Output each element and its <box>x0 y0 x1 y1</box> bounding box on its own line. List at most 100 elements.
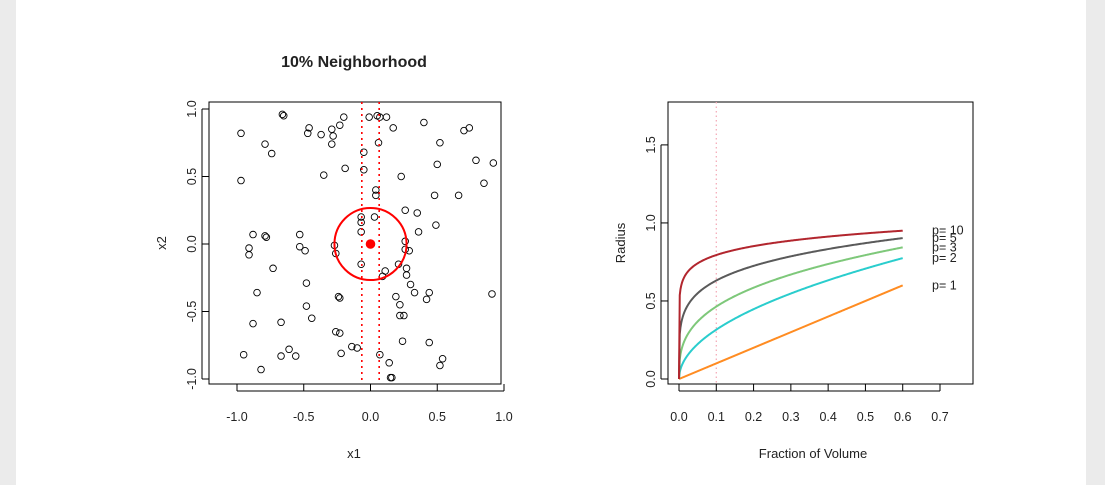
series-label: p= 10 <box>932 224 964 238</box>
scatter-point <box>320 171 328 179</box>
scatter-point <box>245 244 253 252</box>
scatter-point <box>438 355 447 363</box>
scatter-point <box>396 311 404 320</box>
right-x-axis: 0.0 0.1 0.2 0.3 0.4 0.5 0.6 0.7 <box>670 384 949 424</box>
scatter-point <box>488 290 496 298</box>
scatter-point <box>360 148 368 156</box>
scatter-point <box>360 165 368 174</box>
left-y-tick-label: 1.0 <box>185 100 199 117</box>
scatter-point <box>301 246 309 255</box>
scatter-point <box>436 361 444 370</box>
scatter-point <box>237 176 245 185</box>
scatter-point <box>340 113 348 121</box>
scatter-point <box>372 191 380 200</box>
left-y-axis: -1.0 -0.5 0.0 0.5 1.0 <box>185 100 209 390</box>
series-label: p= 2 <box>932 251 957 265</box>
target-point <box>365 239 376 249</box>
scatter-point <box>388 373 396 382</box>
scatter-point <box>328 125 336 133</box>
scatter-point <box>262 233 271 241</box>
scatter-point <box>249 319 257 328</box>
neighborhood-scatter-plot: 10% Neighborhood -1.0 -0.5 0.0 0.5 1.0 -1.0-… <box>154 54 513 461</box>
left-y-tick-label: -1.0 <box>185 368 199 390</box>
scatter-point <box>414 228 423 236</box>
right-x-tick-label: 0.4 <box>819 410 836 424</box>
scatter-point <box>389 124 397 132</box>
left-x-tick-label: 0.5 <box>429 410 446 424</box>
right-plot-frame <box>667 101 974 385</box>
scatter-point <box>402 271 411 279</box>
right-x-tick-label: 0.0 <box>670 410 687 424</box>
scatter-point <box>397 172 405 181</box>
scatter-point <box>257 365 265 374</box>
right-x-tick-label: 0.3 <box>782 410 799 424</box>
scatter-point <box>285 345 293 354</box>
left-x-axis-label: x1 <box>347 446 361 461</box>
radius-vs-volume-plot: 0.0 0.1 0.2 0.3 0.4 0.5 0.6 0.7 0.0 0.5 1.0 1.5 p=… <box>613 101 974 461</box>
scatter-point <box>422 295 431 304</box>
scatter-point <box>239 350 248 359</box>
scatter-point <box>329 132 337 140</box>
scatter-point <box>372 186 380 194</box>
series-line <box>678 237 903 380</box>
figure-panel: 10% Neighborhood -1.0 -0.5 0.0 0.5 1.0 -1.0-… <box>16 0 1086 485</box>
scatter-point <box>305 124 313 132</box>
scatter-point <box>370 213 379 221</box>
scatter-point <box>353 344 361 352</box>
right-y-axis-label: Radius <box>613 222 628 263</box>
right-y-tick-label: 0.5 <box>644 292 658 309</box>
left-y-tick-label: 0.0 <box>185 235 199 252</box>
scatter-point <box>328 140 336 148</box>
scatter-point <box>480 179 488 187</box>
scatter-point <box>337 349 345 358</box>
scatter-point <box>410 288 419 297</box>
scatter-point <box>357 260 365 269</box>
scatter-point <box>302 279 311 287</box>
right-y-axis: 0.0 0.5 1.0 1.5 <box>644 136 668 388</box>
scatter-point <box>261 232 269 240</box>
right-x-tick-label: 0.7 <box>931 410 948 424</box>
scatter-point <box>253 288 261 297</box>
scatter-point <box>317 130 325 139</box>
scatter-point <box>308 314 316 323</box>
left-y-tick-label: -0.5 <box>185 301 199 323</box>
scatter-point <box>433 160 442 169</box>
scatter-point <box>295 242 304 251</box>
scatter-point <box>278 110 287 119</box>
series-line <box>678 257 903 380</box>
right-x-axis-label: Fraction of Volume <box>759 446 867 461</box>
right-y-tick-label: 1.5 <box>644 136 658 153</box>
left-plot-frame <box>208 101 502 385</box>
right-y-tick-label: 0.0 <box>644 370 658 387</box>
figure: 10% Neighborhood -1.0 -0.5 0.0 0.5 1.0 -1.0-… <box>154 54 974 461</box>
scatter-point <box>425 288 433 297</box>
left-plot-title: 10% Neighborhood <box>281 54 427 71</box>
scatter-point <box>277 352 285 360</box>
neighborhood-circle <box>333 206 408 282</box>
left-x-tick-label: 1.0 <box>495 410 512 424</box>
scatter-point <box>336 121 344 129</box>
scatter-point <box>341 164 349 173</box>
scatter-point <box>376 350 384 359</box>
series-line <box>678 284 904 380</box>
scatter-point <box>267 149 276 158</box>
scatter-point <box>336 294 344 302</box>
scatter-point <box>465 124 474 132</box>
scatter-point <box>245 251 253 259</box>
neighborhood-overlays <box>333 102 408 384</box>
scatter-point <box>385 359 393 367</box>
scatter-point <box>295 230 304 239</box>
scatter-point <box>334 292 343 301</box>
left-y-axis-label: x2 <box>154 236 169 250</box>
right-x-tick-label: 0.6 <box>894 410 911 424</box>
series-line <box>678 246 903 380</box>
scatter-point <box>357 213 365 221</box>
scatter-point <box>336 329 344 337</box>
scatter-point <box>357 218 365 227</box>
right-x-tick-label: 0.2 <box>745 410 762 424</box>
series-label: p= 5 <box>932 231 957 245</box>
scatter-point <box>396 301 404 309</box>
scatter-point <box>277 318 285 327</box>
scatter-point <box>302 302 311 310</box>
scatter-points <box>237 110 498 382</box>
